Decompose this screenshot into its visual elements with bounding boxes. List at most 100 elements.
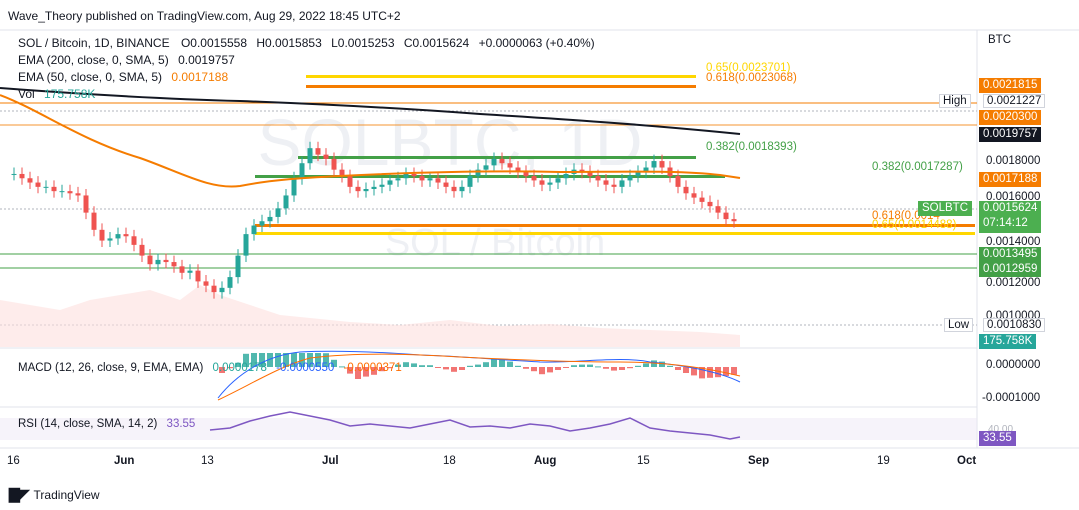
candle-body [611,184,617,187]
macd-hist-bar [355,367,361,379]
macd-hist-bar [723,367,729,376]
macd-hist-bar [715,367,721,378]
candle-body [187,270,193,273]
ema200-legend[interactable]: EMA (200, close, 0, SMA, 5) 0.0019757 [18,53,235,67]
macd-hist-bar [651,360,657,367]
rsi-legend[interactable]: RSI (14, close, SMA, 14, 2) 33.55 [18,418,195,430]
ema50-legend[interactable]: EMA (50, close, 0, SMA, 5) 0.0017188 [18,70,228,84]
time-tick-18: 18 [443,455,456,467]
ema50-legend-value: 0.0017188 [171,70,229,84]
candle-body [411,173,417,177]
price-label-last: 0.0015624 07:14:12 [979,201,1042,233]
candle-body [235,255,241,278]
candle-body [115,234,121,239]
candle-body [459,186,465,192]
candle-body [379,184,385,187]
axis-currency: BTC [988,34,1011,46]
macd-hist-bar [595,366,601,368]
macd-hist-bar [531,367,537,372]
candle-body [715,206,721,213]
fib-label-065-bottom: 0.65(0.0014488) [872,219,957,231]
bar-countdown: 07:14:12 [983,217,1028,229]
macd-tick-0: 0.0000000 [986,359,1041,371]
macd-hist-bar [395,364,401,367]
price-label-2030: 0.0020300 [979,110,1042,125]
legend-high: H0.0015853 [256,36,322,50]
candle-body [123,234,129,237]
macd-hist-bar [475,364,481,367]
candle-body [395,178,401,181]
macd-hist-bar [667,365,673,367]
macd-value-signal: -0.0000371 [343,362,402,374]
volume-legend[interactable]: Vol 175.758K [18,87,95,101]
macd-hist-bar [635,365,641,367]
time-tick-19: 19 [877,455,890,467]
candle-body [163,259,169,263]
candle-body [427,178,433,181]
candle-body [675,176,681,187]
candle-body [43,186,49,188]
macd-hist-bar [675,367,681,370]
ema50-legend-label: EMA (50, close, 0, SMA, 5) [18,70,163,84]
candle-body [547,182,553,185]
candle-body [347,176,353,187]
candle-body [107,238,113,241]
rsi-price-label: 33.55 [979,431,1016,446]
candle-body [267,216,273,222]
candle-body [683,186,689,194]
candle-body [259,221,265,226]
price-label-fib: 0.0021815 [979,78,1042,93]
fib-label-0618-top: 0.618(0.0023068) [706,72,797,84]
candle-body [659,161,665,168]
macd-hist-bar [259,353,265,367]
candle-body [587,171,593,177]
candle-body [139,244,145,256]
candle-body [171,262,177,267]
symbol-tag: SOLBTC [918,201,973,216]
candle-body [523,171,529,177]
macd-hist-bar [347,367,353,374]
low-tag: Low [944,318,974,332]
candle-body [579,169,585,172]
price-label-high: 0.0021227 [983,94,1046,108]
candle-body [251,225,257,235]
candle-body [531,176,537,181]
time-tick-jul: Jul [322,455,339,467]
candle-body [451,186,457,192]
candle-body [651,161,657,168]
rsi-tick: 40.00 [988,424,1014,435]
macd-hist-bar [579,364,585,367]
candle-body [563,173,569,179]
high-tag: High [939,94,971,108]
macd-hist-bar [691,367,697,376]
macd-hist-bar [227,367,233,369]
axis-tick-0012: 0.0012000 [986,277,1041,289]
candle-body [155,259,161,265]
macd-hist-bar [467,365,473,367]
candle-body [595,176,601,181]
candle-body [443,182,449,187]
time-tick-oct: Oct [957,455,977,467]
macd-hist-bar [731,367,737,375]
fib-line-0618-top [306,85,696,88]
candle-body [275,208,281,217]
candle-body [435,178,441,183]
candle-body [51,186,57,192]
macd-legend[interactable]: MACD (12, 26, close, 9, EMA, EMA) 0.0000… [18,362,402,374]
candle-body [331,158,337,170]
macd-hist-bar [539,367,545,375]
time-tick-jun: Jun [114,455,135,467]
watermark-sub: SOL / Bitcoin [385,222,605,264]
macd-tick-1: -0.0001000 [982,392,1041,404]
macd-hist-bar [483,362,489,367]
candle-body [731,219,737,222]
fib-label-0382-a: 0.382(0.0018393) [706,141,797,153]
axis-tick-0014: 0.0014000 [986,236,1041,248]
macd-hist-bar [659,361,665,367]
macd-hist-bar [307,353,313,367]
macd-hist-bar [627,367,633,369]
volume-legend-value: 175.758K [44,87,96,101]
fib-line-065-top [306,75,696,78]
candle-body [91,212,97,230]
